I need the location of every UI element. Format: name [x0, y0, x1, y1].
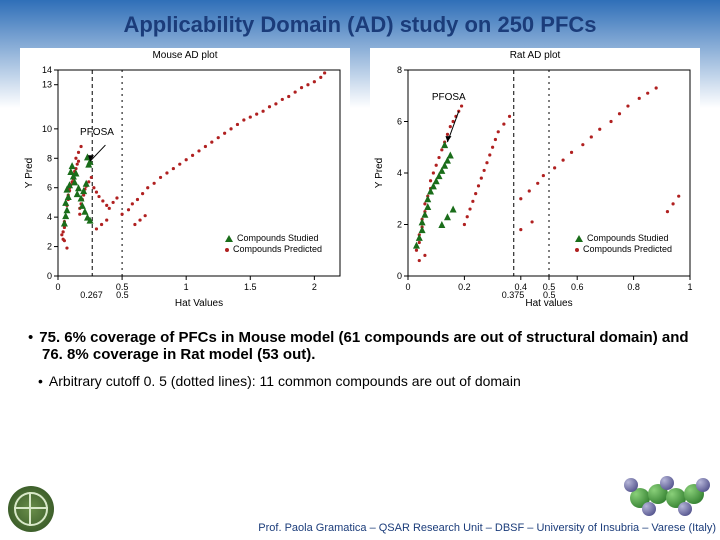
mouse-ad-panel: Mouse AD plot 0246810131400.511.52Hat Va…	[20, 48, 350, 313]
slide: Applicability Domain (AD) study on 250 P…	[0, 0, 720, 540]
svg-text:13: 13	[42, 80, 52, 90]
legend-studied-label: Compounds Studied	[587, 233, 669, 244]
svg-text:0.2: 0.2	[458, 282, 471, 292]
svg-text:14: 14	[42, 65, 52, 75]
svg-text:0: 0	[405, 282, 410, 292]
mouse-legend: Compounds Studied Compounds Predicted	[225, 233, 322, 256]
dot-icon	[225, 248, 229, 252]
svg-text:6: 6	[47, 183, 52, 193]
svg-text:2: 2	[47, 242, 52, 252]
triangle-icon	[575, 235, 583, 242]
rat-legend: Compounds Studied Compounds Predicted	[575, 233, 672, 256]
charts-row: Mouse AD plot 0246810131400.511.52Hat Va…	[0, 48, 720, 313]
mouse-extra-tick-label: 0.5	[116, 290, 129, 300]
svg-text:0: 0	[55, 282, 60, 292]
dot-icon	[575, 248, 579, 252]
bullet-main-text: 75. 6% coverage of PFCs in Mouse model (…	[39, 329, 688, 363]
svg-text:2: 2	[312, 282, 317, 292]
rat-annot: PFOSA	[432, 92, 466, 103]
legend-predicted-label: Compounds Predicted	[583, 244, 672, 255]
slide-title: Applicability Domain (AD) study on 250 P…	[0, 0, 720, 38]
svg-text:1: 1	[184, 282, 189, 292]
bullets-block: •75. 6% coverage of PFCs in Mouse model …	[28, 329, 692, 389]
svg-text:6: 6	[397, 117, 402, 127]
legend-studied-label: Compounds Studied	[237, 233, 319, 244]
mouse-ad-plot: 0 2 4 6 8 10 13 14 0 0.5 1 1.5 2 Hat Values Y Pred	[20, 60, 350, 310]
rat-extra-tick-label: 0.5	[543, 290, 556, 300]
rat-ad-panel: Rat AD plot 0246800.20.40.50.60.81Hat va…	[370, 48, 700, 313]
molecule-graphic	[620, 476, 710, 516]
svg-text:1: 1	[687, 282, 692, 292]
mouse-threshold-label: 0.267	[80, 290, 103, 300]
mouse-annot: PFOSA	[80, 127, 114, 138]
svg-text:10: 10	[42, 124, 52, 134]
svg-text:Hat Values: Hat Values	[175, 298, 223, 309]
svg-text:0: 0	[397, 271, 402, 281]
svg-text:8: 8	[47, 153, 52, 163]
bullet-sub: •Arbitrary cutoff 0. 5 (dotted lines): 1…	[38, 373, 692, 389]
rat-threshold-label: 0.375	[502, 290, 525, 300]
svg-text:4: 4	[47, 212, 52, 222]
legend-predicted-label: Compounds Predicted	[233, 244, 322, 255]
triangle-icon	[225, 235, 233, 242]
svg-text:4: 4	[397, 168, 402, 178]
svg-text:2: 2	[397, 220, 402, 230]
svg-text:0.6: 0.6	[571, 282, 584, 292]
svg-text:0: 0	[47, 271, 52, 281]
svg-text:Y Pred: Y Pred	[24, 158, 35, 188]
svg-text:1.5: 1.5	[244, 282, 257, 292]
svg-text:8: 8	[397, 65, 402, 75]
footer-text: Prof. Paola Gramatica – QSAR Research Un…	[0, 522, 716, 534]
rat-ad-plot: 0246800.20.40.50.60.81Hat valuesY Pred	[370, 60, 700, 310]
bullet-sub-text: Arbitrary cutoff 0. 5 (dotted lines): 11…	[49, 373, 521, 389]
svg-text:0.8: 0.8	[627, 282, 640, 292]
svg-text:Y Pred: Y Pred	[374, 158, 385, 188]
bullet-main: •75. 6% coverage of PFCs in Mouse model …	[28, 329, 692, 363]
